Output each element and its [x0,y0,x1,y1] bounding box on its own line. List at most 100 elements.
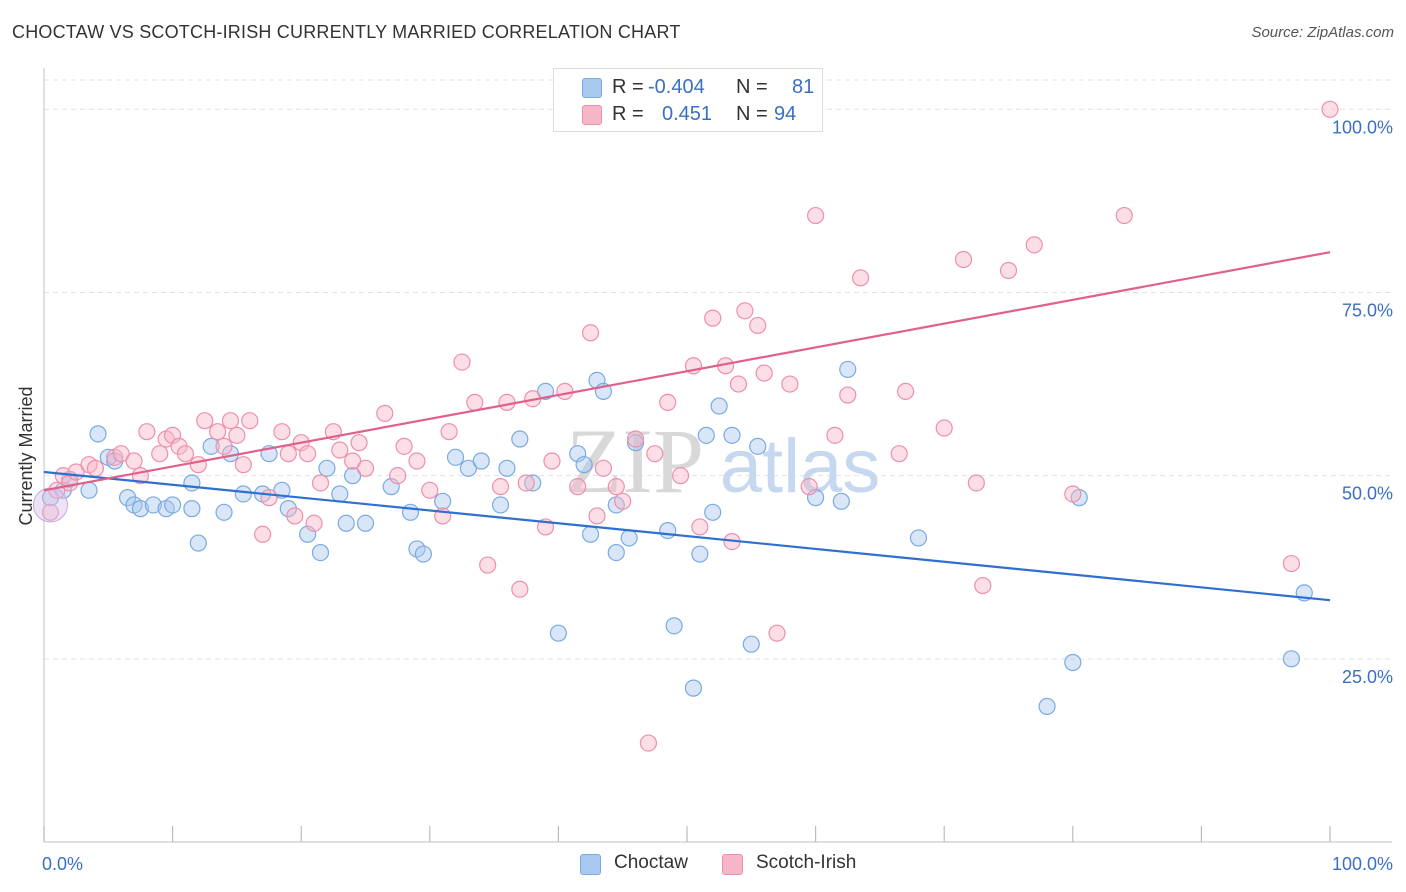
point-scotch-irish [806,206,825,225]
point-scotch-irish [331,441,349,459]
point-scotch-irish [260,489,278,507]
point-choctaw [131,500,150,518]
point-scotch-irish [511,580,529,598]
point-choctaw [144,496,162,514]
point-choctaw [511,430,529,448]
point-choctaw [536,382,555,400]
y-tick-label: 50.0% [1342,484,1393,504]
point-scotch-irish [421,481,439,499]
point-scotch-irish [479,556,497,574]
trend-line-scotch-irish [43,251,1331,492]
point-scotch-irish [607,478,625,496]
point-scotch-irish [755,364,773,382]
point-scotch-irish [1025,236,1043,254]
source-label: Source: ZipAtlas.com [1251,24,1394,41]
point-scotch-irish [671,467,690,485]
point-choctaw [569,445,587,463]
point-choctaw [1282,650,1301,668]
legend-n-label: N = [736,102,768,125]
legend-r-value: 0.451 [662,102,713,125]
point-scotch-irish [311,474,330,492]
y-tick-label: 25.0% [1342,667,1393,687]
y-axis-label: Currently Married [16,386,36,526]
legend-r-label: R = [612,102,644,125]
point-scotch-irish [729,375,748,393]
point-scotch-irish [286,507,304,525]
legend-r-value: -0.404 [648,75,705,98]
point-scotch-irish [768,624,786,642]
point-choctaw [344,467,362,485]
point-scotch-irish [221,412,240,430]
point-choctaw [202,437,220,455]
point-scotch-irish [112,445,130,463]
point-scotch-irish [781,375,799,393]
point-scotch-irish [691,518,709,536]
point-choctaw [665,617,683,635]
point-choctaw [704,503,722,521]
point-choctaw [299,525,317,543]
point-scotch-irish [299,445,317,463]
point-scotch-irish [151,445,169,463]
point-scotch-irish [189,456,207,474]
point-choctaw [839,360,857,379]
point-scotch-irish [890,445,908,463]
point-choctaw [1038,697,1056,716]
y-tick-label: 75.0% [1342,300,1393,320]
watermark: ZIP atlas [566,410,880,512]
point-scotch-irish [517,474,535,492]
point-scotch-irish [1321,100,1339,118]
legend-swatch-choctaw [582,78,602,98]
point-scotch-irish [273,423,291,441]
point-choctaw [215,503,233,521]
point-choctaw [909,529,928,547]
y-tick-label: 100.0% [1332,117,1393,137]
point-scotch-irish [800,478,818,496]
tick-labels: 25.0% 50.0% 75.0% 100.0% 0.0% 100.0% [42,117,1393,874]
point-choctaw [749,437,767,455]
point-choctaw [524,474,542,492]
point-choctaw [331,485,349,503]
point-scotch-irish [1282,554,1301,573]
point-scotch-irish [86,459,105,477]
point-scotch-irish [569,478,587,496]
point-choctaw [607,543,625,562]
chart-title: CHOCTAW VS SCOTCH-IRISH CURRENTLY MARRIE… [12,22,681,42]
legend-n-value: 94 [774,102,797,125]
point-choctaw [234,485,252,503]
point-choctaw [434,492,452,510]
point-choctaw [710,397,728,415]
point-scotch-irish [749,316,767,335]
point-scotch-irish [209,423,227,441]
point-choctaw [459,459,477,477]
point-choctaw [80,481,98,499]
point-scotch-irish [41,503,60,521]
point-scotch-irish [395,437,413,455]
point-scotch-irish [614,492,632,510]
point-choctaw [626,434,645,452]
point-scotch-irish [852,269,870,287]
point-scotch-irish [826,426,844,444]
legend-r-label: R = [612,75,644,98]
bottom-legend-label: Scotch-Irish [756,852,857,873]
trend-line-choctaw [43,470,1331,602]
point-choctaw [684,679,703,697]
point-choctaw [691,545,709,563]
watermark-zip: ZIP [566,410,704,512]
point-scotch-irish [389,467,407,485]
point-choctaw [382,478,400,496]
point-choctaw [401,503,420,521]
point-scotch-irish [736,302,754,320]
point-scotch-irish [646,445,664,463]
point-scotch-irish [999,261,1018,280]
point-scotch-irish [453,353,471,371]
legend-swatch-scotch-irish [582,105,602,125]
point-choctaw [472,452,490,470]
point-scotch-irish [440,423,458,441]
point-scotch-irish [228,426,246,444]
point-scotch-irish [704,309,722,327]
point-choctaw [183,474,201,492]
point-choctaw [337,514,355,532]
point-scotch-irish [164,426,182,444]
point-choctaw [446,448,465,466]
